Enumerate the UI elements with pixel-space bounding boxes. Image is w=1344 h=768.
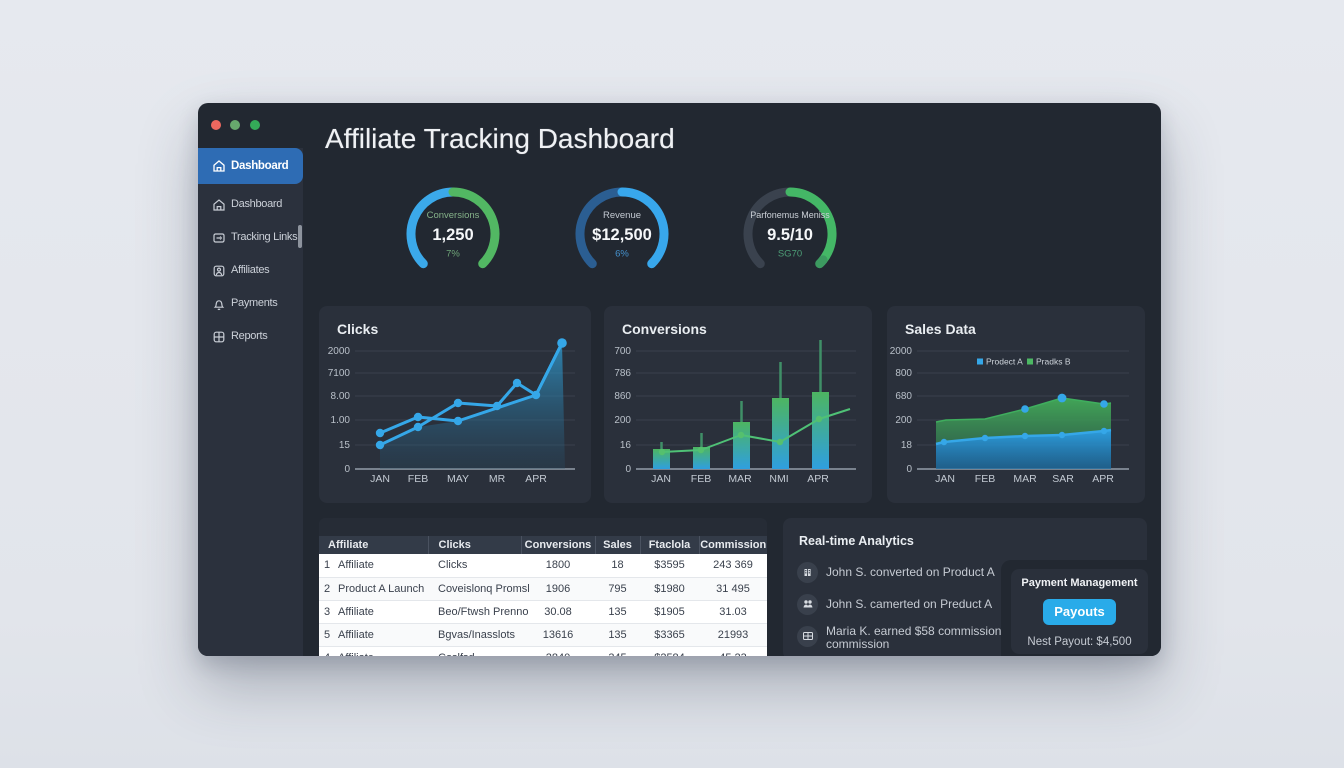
svg-text:7100: 7100 [328,368,351,379]
svg-text:0: 0 [625,464,631,475]
svg-text:18: 18 [901,440,913,451]
svg-text:2000: 2000 [328,346,351,357]
svg-text:200: 200 [614,415,631,426]
svg-text:$12,500: $12,500 [592,226,652,244]
svg-text:15: 15 [339,440,351,451]
svg-text:MAY: MAY [447,473,469,485]
svg-text:MAR: MAR [728,473,752,485]
svg-text:Parfonemus Meniss: Parfonemus Meniss [750,210,830,220]
svg-text:2000: 2000 [890,346,913,357]
svg-text:700: 700 [614,346,631,357]
svg-text:1,250: 1,250 [432,226,473,244]
svg-text:7%: 7% [446,249,460,260]
svg-text:860: 860 [614,391,631,402]
svg-text:Prodect A: Prodect A [986,357,1023,367]
svg-text:0: 0 [344,464,350,475]
svg-text:NMI: NMI [769,473,788,485]
svg-text:FEB: FEB [691,473,711,485]
svg-text:FEB: FEB [975,473,995,485]
svg-text:APR: APR [1092,473,1114,485]
svg-text:SAR: SAR [1052,473,1074,485]
svg-text:Conversions: Conversions [427,210,480,221]
svg-text:MR: MR [489,473,506,485]
svg-text:JAN: JAN [651,473,671,485]
svg-text:786: 786 [614,368,631,379]
svg-text:800: 800 [895,368,912,379]
svg-text:16: 16 [620,440,632,451]
svg-text:1.00: 1.00 [331,415,351,426]
svg-text:JAN: JAN [935,473,955,485]
svg-text:MAR: MAR [1013,473,1037,485]
svg-text:680: 680 [895,391,912,402]
svg-text:8.00: 8.00 [331,391,351,402]
svg-text:Pradks B: Pradks B [1036,357,1071,367]
svg-text:SG70: SG70 [778,249,802,260]
svg-text:JAN: JAN [370,473,390,485]
svg-text:200: 200 [895,415,912,426]
svg-text:APR: APR [807,473,829,485]
svg-text:Revenue: Revenue [603,210,641,221]
svg-text:0: 0 [906,464,912,475]
svg-text:6%: 6% [615,249,629,260]
svg-text:9.5/10: 9.5/10 [767,226,813,244]
svg-text:FEB: FEB [408,473,428,485]
svg-text:APR: APR [525,473,547,485]
